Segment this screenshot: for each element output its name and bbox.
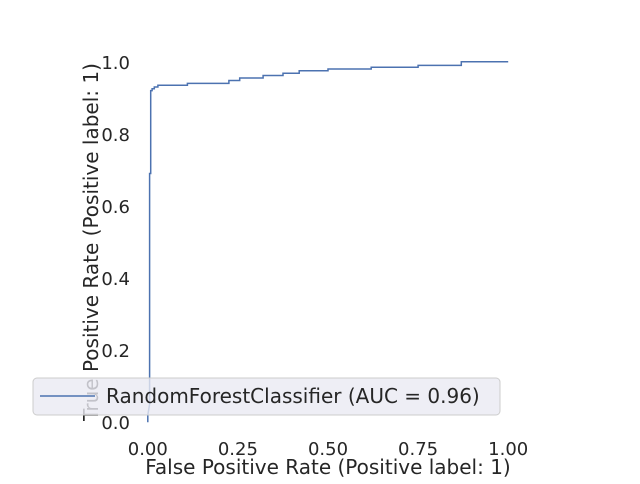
y-tick-label: 0.8: [101, 125, 130, 146]
x-tick-label: 0.00: [128, 439, 168, 460]
legend: RandomForestClassifier (AUC = 0.96): [32, 377, 501, 416]
y-tick-label: 0.6: [101, 197, 130, 218]
legend-label: RandomForestClassifier (AUC = 0.96): [106, 384, 480, 408]
y-tick-label: 0.4: [101, 269, 130, 290]
x-axis-label: False Positive Rate (Positive label: 1): [145, 455, 511, 479]
y-tick-labels: 0.0 0.2 0.4 0.6 0.8 1.0: [101, 53, 130, 434]
x-tick-labels: 0.00 0.25 0.50 0.75 1.00: [128, 439, 528, 460]
x-tick-label: 0.50: [308, 439, 348, 460]
y-tick-label: 1.0: [101, 53, 130, 74]
x-tick-label: 0.75: [398, 439, 438, 460]
legend-box: [32, 377, 501, 416]
x-tick-label: 0.25: [218, 439, 258, 460]
y-axis-label: True Positive Rate (Positive label: 1): [79, 63, 103, 422]
roc-curve-line: [147, 61, 509, 423]
y-tick-label: 0.0: [101, 413, 130, 434]
x-tick-label: 1.00: [488, 439, 528, 460]
series-layer: [147, 61, 509, 423]
y-tick-label: 0.2: [101, 341, 130, 362]
